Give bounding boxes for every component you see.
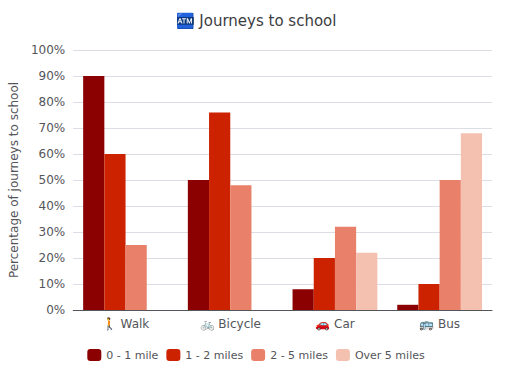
- svg-text:🚌 Bus: 🚌 Bus: [419, 317, 460, 331]
- svg-text:100%: 100%: [31, 43, 65, 57]
- svg-text:🚗 Car: 🚗 Car: [315, 317, 355, 331]
- svg-text:40%: 40%: [39, 199, 66, 213]
- svg-text:20%: 20%: [39, 251, 66, 265]
- svg-text:🚶 Walk: 🚶 Walk: [102, 317, 150, 331]
- svg-text:80%: 80%: [39, 95, 66, 109]
- svg-text:50%: 50%: [39, 173, 66, 187]
- svg-text:30%: 30%: [39, 225, 66, 239]
- svg-text:🏧 Journeys to school: 🏧 Journeys to school: [176, 12, 337, 30]
- svg-text:70%: 70%: [39, 121, 66, 135]
- svg-text:60%: 60%: [39, 147, 66, 161]
- svg-text:2 - 5 miles: 2 - 5 miles: [270, 349, 328, 362]
- svg-text:0%: 0%: [46, 303, 65, 317]
- svg-text:1 - 2 miles: 1 - 2 miles: [185, 349, 243, 362]
- svg-text:🚲 Bicycle: 🚲 Bicycle: [200, 317, 261, 331]
- svg-text:10%: 10%: [39, 277, 66, 291]
- svg-text:Percentage of journeys to scho: Percentage of journeys to school: [7, 82, 21, 278]
- svg-text:90%: 90%: [39, 69, 66, 83]
- svg-text:0 - 1 mile: 0 - 1 mile: [106, 349, 158, 362]
- svg-text:Over 5 miles: Over 5 miles: [355, 349, 425, 362]
